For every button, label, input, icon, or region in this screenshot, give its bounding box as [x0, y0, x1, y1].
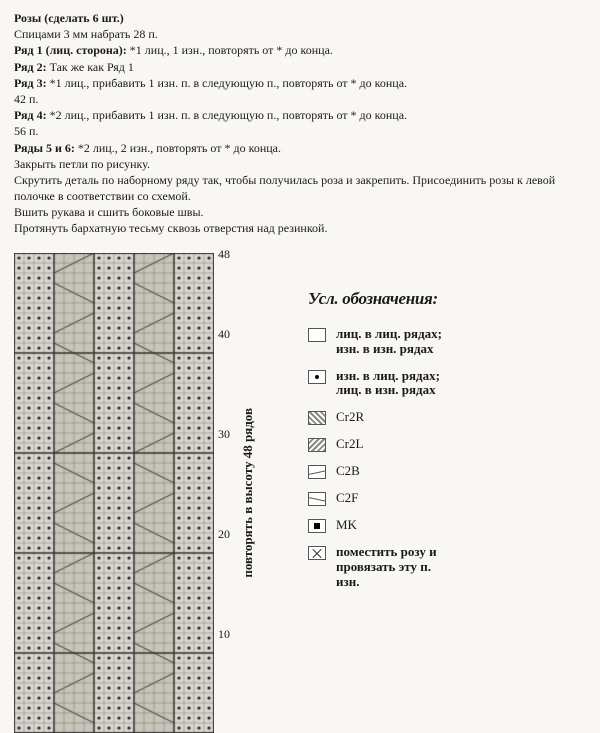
legend-text: Cr2R	[336, 410, 364, 425]
legend-swatch	[308, 438, 326, 452]
instructions-block: Розы (сделать 6 шт.) Спицами 3 мм набрат…	[14, 10, 586, 237]
row-numbers: 4840302010	[214, 253, 236, 733]
instruction-line: Протянуть бархатную тесьму сквозь отверс…	[14, 220, 586, 236]
legend-item: изн. в лиц. рядах; лиц. в изн. рядах	[308, 369, 586, 399]
instruction-line: Ряд 2: Так же как Ряд 1	[14, 59, 586, 75]
legend-text: MK	[336, 518, 357, 533]
legend-text: C2B	[336, 464, 360, 479]
legend-item: C2B	[308, 464, 586, 479]
legend-item: Cr2L	[308, 437, 586, 452]
legend-text: изн. в лиц. рядах; лиц. в изн. рядах	[336, 369, 440, 399]
legend: Усл. обозначения: лиц. в лиц. рядах; изн…	[308, 253, 586, 733]
knitting-chart	[14, 253, 214, 733]
instruction-line: Ряд 4: *2 лиц., прибавить 1 изн. п. в сл…	[14, 107, 586, 123]
vertical-repeat-label: повторять в высоту 48 рядов	[240, 408, 256, 578]
chart-canvas	[14, 253, 214, 733]
instruction-line: Закрыть петли по рисунку.	[14, 156, 586, 172]
legend-item: лиц. в лиц. рядах; изн. в изн. рядах	[308, 327, 586, 357]
instruction-line: Спицами 3 мм набрать 28 п.	[14, 26, 586, 42]
legend-title: Усл. обозначения:	[308, 289, 586, 309]
row-number: 48	[218, 247, 230, 262]
instruction-line: Ряд 1 (лиц. сторона): *1 лиц., 1 изн., п…	[14, 42, 586, 58]
instruction-line: Вшить рукава и сшить боковые швы.	[14, 204, 586, 220]
legend-swatch	[308, 411, 326, 425]
row-number: 10	[218, 627, 230, 642]
instruction-line: 56 п.	[14, 123, 586, 139]
legend-item: MK	[308, 518, 586, 533]
legend-text: поместить розу и провязать эту п. изн.	[336, 545, 437, 590]
legend-item: C2F	[308, 491, 586, 506]
legend-text: Cr2L	[336, 437, 363, 452]
legend-text: лиц. в лиц. рядах; изн. в изн. рядах	[336, 327, 442, 357]
legend-swatch	[308, 492, 326, 506]
legend-swatch	[308, 328, 326, 342]
lower-section: 4840302010 повторять в высоту 48 рядов У…	[14, 253, 586, 733]
instruction-line: 42 п.	[14, 91, 586, 107]
legend-swatch	[308, 465, 326, 479]
row-number: 30	[218, 427, 230, 442]
instruction-lines: Спицами 3 мм набрать 28 п.Ряд 1 (лиц. ст…	[14, 26, 586, 236]
legend-items: лиц. в лиц. рядах; изн. в изн. рядах изн.…	[308, 327, 586, 591]
instruction-line: Ряды 5 и 6: *2 лиц., 2 изн., повторять о…	[14, 140, 586, 156]
row-number: 20	[218, 527, 230, 542]
chart-wrapper: 4840302010 повторять в высоту 48 рядов	[14, 253, 288, 733]
legend-swatch	[308, 546, 326, 560]
legend-swatch	[308, 370, 326, 384]
roses-title: Розы (сделать 6 шт.)	[14, 10, 586, 26]
legend-swatch	[308, 519, 326, 533]
row-number: 40	[218, 327, 230, 342]
instruction-line: Скрутить деталь по наборному ряду так, ч…	[14, 172, 586, 204]
legend-item: Cr2R	[308, 410, 586, 425]
legend-item: поместить розу и провязать эту п. изн.	[308, 545, 586, 590]
legend-text: C2F	[336, 491, 358, 506]
instruction-line: Ряд 3: *1 лиц., прибавить 1 изн. п. в сл…	[14, 75, 586, 91]
